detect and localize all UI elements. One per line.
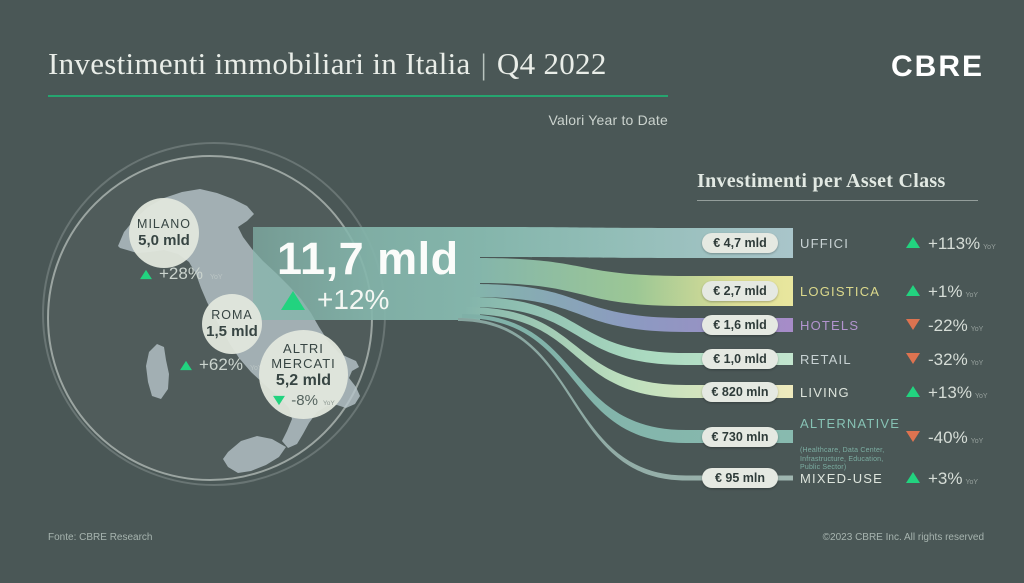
city-value: 5,2 mld — [275, 371, 332, 389]
value-pill: € 1,6 mld — [702, 315, 778, 335]
asset-change: -22% YoY — [928, 316, 984, 335]
title-period: Q4 2022 — [496, 46, 607, 81]
up-triangle-icon — [281, 290, 305, 310]
yoy-label: YoY — [322, 399, 335, 407]
asset-row-retail: € 1,0 mld RETAIL -32% YoY — [680, 347, 1024, 371]
asset-class-underline — [697, 200, 978, 201]
down-triangle-icon — [906, 353, 920, 364]
change-value: -8% — [291, 391, 318, 409]
change-value: +12% — [317, 284, 390, 315]
up-triangle-icon — [906, 472, 920, 483]
total-value: 11,7 mld — [277, 233, 459, 284]
yoy-label: YoY — [974, 393, 988, 400]
flow-retail — [470, 297, 793, 365]
flow-alternative — [462, 314, 793, 443]
roma-change: +62% YoY — [179, 355, 263, 375]
asset-label: UFFICI — [800, 236, 850, 251]
asset-row-hotels: € 1,6 mld HOTELS -22% YoY — [680, 313, 1024, 337]
yoy-label: YoY — [965, 479, 979, 486]
asset-row-uffici: € 4,7 mld UFFICI +113% YoY — [680, 231, 1024, 255]
city-value: 1,5 mld — [206, 323, 258, 340]
milano-change: +28% YoY — [139, 264, 223, 284]
yoy-label: YoY — [209, 274, 223, 281]
yoy-label: YoY — [983, 244, 996, 251]
flow-living — [466, 307, 793, 398]
title-main: Investimenti immobiliari in Italia — [48, 46, 471, 81]
asset-class-heading: Investimenti per Asset Class — [697, 170, 946, 192]
change-value: +28% — [159, 264, 203, 283]
flow-mixed-use — [458, 318, 793, 481]
copyright-note: ©2023 CBRE Inc. All rights reserved — [822, 532, 984, 543]
asset-label: LOGISTICA — [800, 284, 881, 299]
asset-change: -40% YoY — [928, 428, 984, 447]
value-pill: € 730 mln — [702, 427, 778, 447]
source-note: Fonte: CBRE Research — [48, 532, 153, 543]
yoy-label: YoY — [965, 292, 979, 299]
page-title: Investimenti immobiliari in Italia | Q4 20… — [48, 46, 748, 82]
asset-label: MIXED-USE — [800, 471, 884, 486]
value-pill: € 1,0 mld — [702, 349, 778, 369]
altri-change: -8% YoY — [272, 391, 335, 409]
up-triangle-icon — [906, 237, 920, 248]
up-triangle-icon — [140, 269, 152, 280]
asset-label: RETAIL — [800, 352, 852, 367]
sicily — [223, 436, 286, 473]
yoy-label: YoY — [970, 326, 984, 333]
city-name: MILANO — [137, 217, 191, 231]
city-name: ROMA — [211, 308, 253, 322]
cbre-logo: CBRE — [890, 50, 984, 83]
title-separator: | — [480, 48, 487, 81]
value-pill: € 95 mln — [702, 468, 778, 488]
yoy-label: YoY — [249, 365, 263, 372]
subtitle: Valori Year to Date — [548, 112, 668, 128]
total-change: +12% — [281, 284, 389, 316]
city-name: ALTRI MERCATI — [271, 340, 336, 371]
yoy-label: YoY — [970, 360, 984, 367]
asset-change: +1% YoY — [928, 282, 979, 301]
city-value: 5,0 mld — [138, 232, 190, 249]
asset-change: +13% YoY — [928, 383, 988, 402]
asset-row-alternative: € 730 mln ALTERNATIVE (Healthcare, Data … — [680, 416, 1024, 471]
asset-label: LIVING — [800, 385, 850, 400]
asset-label: HOTELS — [800, 318, 860, 333]
value-pill: € 4,7 mld — [702, 233, 778, 253]
asset-row-mixed-use: € 95 mln MIXED-USE +3% YoY — [680, 466, 1024, 490]
sardinia — [146, 344, 169, 399]
down-triangle-icon — [906, 319, 920, 330]
bubble-milano: MILANO 5,0 mld — [129, 198, 199, 268]
value-pill: € 2,7 mld — [702, 281, 778, 301]
asset-row-logistica: € 2,7 mld LOGISTICA +1% YoY — [680, 279, 1024, 303]
asset-change: -32% YoY — [928, 350, 984, 369]
down-triangle-icon — [906, 431, 920, 442]
bubble-altri-mercati: ALTRI MERCATI 5,2 mld -8% YoY — [259, 330, 348, 419]
value-pill: € 820 mln — [702, 382, 778, 402]
asset-change: +113% YoY — [928, 234, 996, 253]
up-triangle-icon — [180, 360, 192, 371]
asset-sublabel: (Healthcare, Data Center, Infrastructure… — [800, 447, 885, 471]
title-underline — [48, 95, 668, 97]
change-value: +62% — [199, 355, 243, 374]
asset-change: +3% YoY — [928, 469, 979, 488]
yoy-label: YoY — [970, 438, 984, 445]
asset-row-living: € 820 mln LIVING +13% YoY — [680, 380, 1024, 404]
asset-label: ALTERNATIVE — [800, 416, 901, 431]
bubble-roma: ROMA 1,5 mld — [202, 294, 262, 354]
up-triangle-icon — [906, 386, 920, 397]
up-triangle-icon — [906, 285, 920, 296]
down-triangle-icon — [273, 395, 286, 405]
